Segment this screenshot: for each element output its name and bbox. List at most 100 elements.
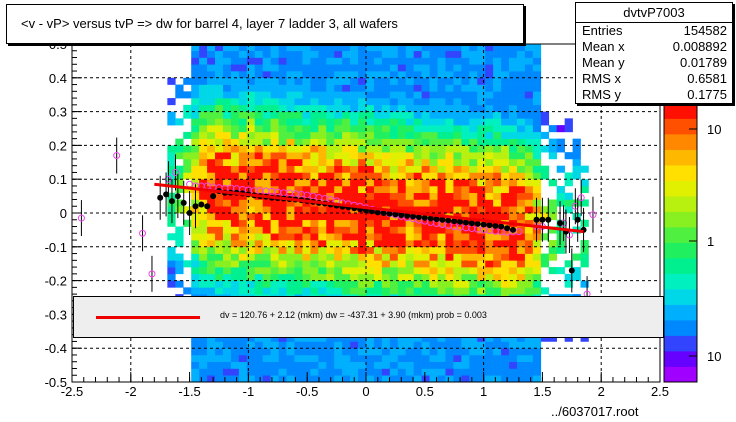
heatmap-cell (167, 145, 176, 153)
heatmap-cell (413, 145, 422, 153)
heatmap-cell (405, 125, 414, 133)
heatmap-cell (215, 179, 224, 187)
heatmap-cell (262, 348, 271, 356)
heatmap-cell (373, 57, 383, 65)
heatmap-cell (445, 138, 454, 146)
heatmap-cell (358, 118, 367, 126)
heatmap-cell (429, 341, 438, 349)
heatmap-cell (524, 219, 534, 227)
heatmap-cell (501, 375, 510, 383)
heatmap-cell (238, 104, 248, 112)
heatmap-cell (516, 253, 526, 261)
heatmap-cell (358, 219, 367, 227)
heatmap-cell (389, 104, 399, 112)
heatmap-cell (278, 179, 287, 187)
heatmap-cell (310, 240, 319, 248)
heatmap-cell (318, 361, 327, 369)
heatmap-cell (246, 206, 256, 214)
heatmap-cell (493, 267, 502, 275)
heatmap-cell (501, 246, 510, 254)
heatmap-cell (230, 50, 240, 58)
heatmap-cell (222, 138, 232, 146)
heatmap-cell (230, 260, 240, 268)
heatmap-cell (516, 361, 526, 369)
heatmap-cell (199, 253, 208, 261)
heatmap-cell (453, 273, 462, 281)
heatmap-cell (334, 280, 343, 288)
heatmap-cell (334, 152, 343, 160)
heatmap-cell (373, 192, 383, 200)
heatmap-cell (580, 165, 589, 173)
heatmap-cell (381, 260, 391, 268)
heatmap-cell (286, 138, 295, 146)
heatmap-cell (286, 44, 295, 52)
heatmap-cell (509, 50, 518, 58)
heatmap-cell (207, 375, 216, 383)
heatmap-cell (199, 50, 208, 58)
y-tick-label: -0.1 (45, 240, 67, 255)
heatmap-cell (326, 246, 335, 254)
heatmap-cell (207, 246, 216, 254)
heatmap-cell (191, 361, 200, 369)
heatmap-cell (318, 260, 327, 268)
heatmap-cell (199, 246, 208, 254)
profile-point-filled (386, 210, 393, 217)
heatmap-cell (437, 165, 446, 173)
heatmap-cell (445, 172, 454, 180)
heatmap-cell (524, 368, 534, 376)
heatmap-cell (366, 334, 375, 342)
profile-point-filled (510, 226, 516, 233)
profile-point-filled (157, 194, 164, 201)
heatmap-cell (437, 71, 446, 79)
heatmap-cell (262, 158, 271, 166)
heatmap-cell (373, 152, 383, 160)
heatmap-cell (294, 368, 303, 376)
heatmap-cell (548, 334, 558, 342)
heatmap-cell (485, 185, 494, 194)
heatmap-cell (397, 192, 407, 200)
heatmap-cell (318, 158, 327, 166)
heatmap-cell (350, 118, 359, 126)
heatmap-cell (302, 71, 311, 79)
heatmap-cell (556, 192, 565, 200)
heatmap-cell (318, 111, 327, 119)
heatmap-cell (493, 354, 502, 363)
heatmap-cell (334, 375, 343, 383)
heatmap-cell (342, 104, 351, 112)
heatmap-cell (485, 165, 494, 173)
heatmap-cell (524, 98, 534, 106)
heatmap-cell (254, 199, 264, 207)
heatmap-cell (445, 267, 454, 275)
heatmap-cell (509, 145, 518, 153)
heatmap-cell (429, 368, 438, 376)
heatmap-cell (294, 246, 303, 254)
stats-label: Mean y (582, 55, 625, 70)
heatmap-cell (524, 158, 534, 166)
heatmap-cell (222, 152, 232, 160)
heatmap-cell (310, 334, 319, 342)
heatmap-cell (238, 361, 248, 369)
heatmap-cell (413, 165, 422, 173)
heatmap-cell (564, 179, 573, 187)
heatmap-cell (477, 192, 486, 200)
heatmap-cell (167, 219, 176, 227)
heatmap-cell (199, 138, 208, 146)
heatmap-cell (564, 273, 573, 281)
heatmap-cell (254, 145, 264, 153)
heatmap-cell (270, 104, 279, 112)
heatmap-cell (286, 253, 295, 261)
heatmap-cell (509, 348, 518, 356)
heatmap-cell (262, 185, 271, 194)
heatmap-cell (342, 64, 351, 72)
heatmap-cell (453, 253, 462, 261)
heatmap-cell (278, 199, 287, 207)
heatmap-cell (318, 185, 327, 194)
heatmap-cell (516, 354, 526, 363)
heatmap-cell (230, 77, 240, 85)
heatmap-cell (413, 348, 422, 356)
heatmap-cell (215, 226, 224, 234)
heatmap-cell (183, 172, 192, 180)
heatmap-cell (572, 199, 581, 207)
heatmap-cell (461, 287, 470, 295)
heatmap-cell (175, 267, 184, 275)
